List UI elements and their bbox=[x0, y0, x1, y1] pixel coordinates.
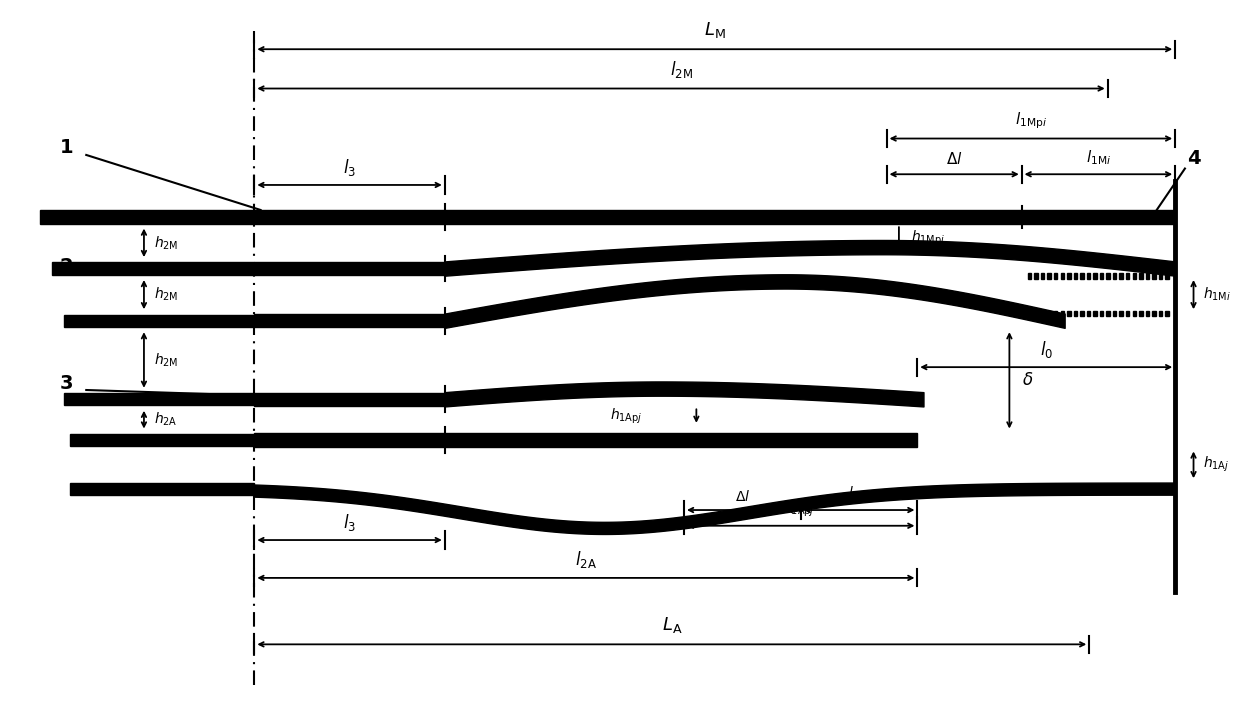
Text: $\Delta l$: $\Delta l$ bbox=[946, 151, 962, 167]
Polygon shape bbox=[1040, 311, 1044, 316]
Text: 2: 2 bbox=[60, 257, 73, 276]
Polygon shape bbox=[1114, 273, 1116, 279]
Polygon shape bbox=[1114, 311, 1116, 316]
Polygon shape bbox=[1080, 311, 1084, 316]
Polygon shape bbox=[1100, 311, 1104, 316]
Polygon shape bbox=[1068, 311, 1070, 316]
Polygon shape bbox=[1106, 273, 1110, 279]
Text: 3: 3 bbox=[60, 374, 73, 392]
Text: 4: 4 bbox=[1188, 148, 1202, 168]
Polygon shape bbox=[1158, 311, 1162, 316]
Polygon shape bbox=[1068, 273, 1070, 279]
Text: $h_{1\mathrm{Mp}i}$: $h_{1\mathrm{Mp}i}$ bbox=[911, 229, 945, 248]
Polygon shape bbox=[1048, 311, 1052, 316]
Polygon shape bbox=[1028, 311, 1032, 316]
Polygon shape bbox=[1028, 273, 1032, 279]
Polygon shape bbox=[64, 393, 254, 405]
Polygon shape bbox=[1074, 311, 1078, 316]
Polygon shape bbox=[1048, 273, 1052, 279]
Text: $l_0$: $l_0$ bbox=[1039, 339, 1053, 360]
Text: $h_{1\mathrm{Ap}j}$: $h_{1\mathrm{Ap}j}$ bbox=[610, 406, 642, 426]
Polygon shape bbox=[71, 434, 254, 446]
Polygon shape bbox=[1158, 273, 1162, 279]
Polygon shape bbox=[40, 210, 254, 224]
Text: $l_{1\mathrm{Ap}j}$: $l_{1\mathrm{Ap}j}$ bbox=[787, 500, 815, 519]
Polygon shape bbox=[1106, 311, 1110, 316]
Text: $h_{1\mathrm{M}i}$: $h_{1\mathrm{M}i}$ bbox=[1203, 286, 1231, 303]
Polygon shape bbox=[1126, 273, 1130, 279]
Text: 1: 1 bbox=[60, 138, 73, 157]
Text: $l_3$: $l_3$ bbox=[343, 157, 356, 178]
Polygon shape bbox=[1086, 273, 1090, 279]
Polygon shape bbox=[1060, 311, 1064, 316]
Polygon shape bbox=[1166, 311, 1169, 316]
Text: $\delta$: $\delta$ bbox=[1022, 372, 1033, 390]
Polygon shape bbox=[1034, 273, 1038, 279]
Text: $h_{2\mathrm{M}}$: $h_{2\mathrm{M}}$ bbox=[154, 286, 179, 303]
Text: $l_{2\mathrm{M}}$: $l_{2\mathrm{M}}$ bbox=[670, 59, 692, 80]
Text: $l_3$: $l_3$ bbox=[343, 512, 356, 533]
Polygon shape bbox=[1132, 311, 1136, 316]
Polygon shape bbox=[1040, 273, 1044, 279]
Polygon shape bbox=[1060, 273, 1064, 279]
Polygon shape bbox=[52, 262, 254, 275]
Text: $h_{2\mathrm{A}}$: $h_{2\mathrm{A}}$ bbox=[154, 411, 177, 428]
Polygon shape bbox=[1126, 311, 1130, 316]
Text: $h_{1\mathrm{A}j}$: $h_{1\mathrm{A}j}$ bbox=[1203, 455, 1230, 474]
Polygon shape bbox=[1120, 273, 1123, 279]
Text: $L_\mathrm{M}$: $L_\mathrm{M}$ bbox=[704, 20, 725, 40]
Text: $\Delta l$: $\Delta l$ bbox=[735, 489, 750, 503]
Polygon shape bbox=[1054, 311, 1058, 316]
Text: $h_{2\mathrm{M}}$: $h_{2\mathrm{M}}$ bbox=[154, 234, 179, 251]
Polygon shape bbox=[254, 262, 445, 275]
Polygon shape bbox=[1074, 273, 1078, 279]
Text: $l_{1\mathrm{Mp}i}$: $l_{1\mathrm{Mp}i}$ bbox=[1014, 110, 1047, 130]
Polygon shape bbox=[254, 433, 918, 447]
Polygon shape bbox=[1100, 273, 1104, 279]
Polygon shape bbox=[1132, 273, 1136, 279]
Polygon shape bbox=[1152, 273, 1156, 279]
Polygon shape bbox=[1146, 311, 1149, 316]
Polygon shape bbox=[64, 315, 254, 327]
Polygon shape bbox=[1152, 311, 1156, 316]
Polygon shape bbox=[71, 482, 254, 495]
Polygon shape bbox=[1120, 311, 1123, 316]
Polygon shape bbox=[254, 393, 445, 406]
Polygon shape bbox=[1146, 273, 1149, 279]
Polygon shape bbox=[1054, 273, 1058, 279]
Text: $h_{2\mathrm{M}}$: $h_{2\mathrm{M}}$ bbox=[154, 351, 179, 369]
Polygon shape bbox=[1080, 273, 1084, 279]
Polygon shape bbox=[1140, 311, 1142, 316]
Text: $l_{2\mathrm{A}}$: $l_{2\mathrm{A}}$ bbox=[575, 549, 596, 570]
Polygon shape bbox=[1166, 273, 1169, 279]
Polygon shape bbox=[1034, 311, 1038, 316]
Polygon shape bbox=[1086, 311, 1090, 316]
Polygon shape bbox=[1094, 273, 1096, 279]
Text: $L_\mathrm{A}$: $L_\mathrm{A}$ bbox=[661, 615, 682, 635]
Polygon shape bbox=[254, 210, 1176, 224]
Polygon shape bbox=[254, 314, 445, 327]
Polygon shape bbox=[1140, 273, 1142, 279]
Text: $l_{1\mathrm{M}i}$: $l_{1\mathrm{M}i}$ bbox=[1086, 148, 1111, 167]
Polygon shape bbox=[1094, 311, 1096, 316]
Text: $l_{1\mathrm{A}j}$: $l_{1\mathrm{A}j}$ bbox=[848, 485, 869, 503]
